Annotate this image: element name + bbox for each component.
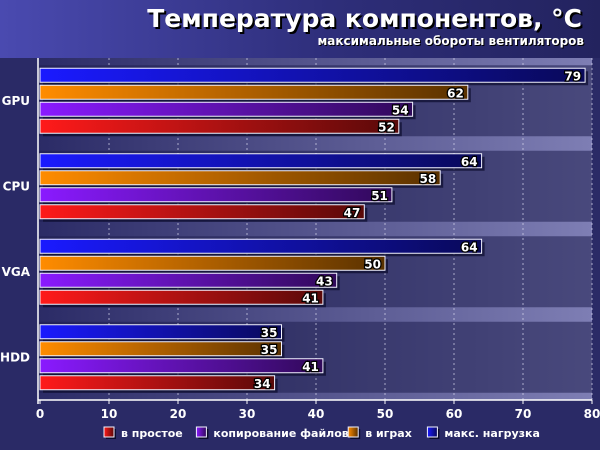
y-tick-label: CPU: [3, 179, 30, 193]
bar-value-label: 79: [564, 69, 581, 83]
bar: [39, 289, 324, 305]
legend-label: в играх: [365, 427, 412, 440]
bar: [39, 358, 324, 374]
bar-value-label: 64: [461, 155, 478, 169]
bar-value-label: 43: [316, 274, 333, 288]
bar-value-label: 52: [378, 120, 395, 134]
bar: [39, 170, 441, 186]
legend-swatch: [426, 426, 438, 438]
y-tick-label: VGA: [2, 265, 31, 279]
bar-value-label: 41: [302, 291, 319, 305]
x-tick-label: 70: [515, 407, 532, 421]
bar-value-label: 64: [461, 240, 478, 254]
x-tick-label: 60: [446, 407, 463, 421]
bar: [39, 238, 483, 254]
legend-swatch: [347, 426, 359, 438]
bar: [39, 84, 469, 100]
bar: [39, 255, 386, 271]
bar-value-label: 47: [344, 206, 361, 220]
bar: [39, 204, 365, 220]
y-tick-label: HDD: [0, 350, 30, 364]
bar: [39, 341, 282, 357]
bar-value-label: 50: [364, 257, 381, 271]
x-tick-label: 0: [36, 407, 44, 421]
x-tick-label: 40: [308, 407, 325, 421]
bar-value-label: 35: [261, 343, 278, 357]
legend-label: в простое: [121, 427, 183, 440]
bar: [39, 272, 338, 288]
bar-value-label: 51: [371, 189, 388, 203]
x-tick-label: 80: [584, 407, 600, 421]
bar: [39, 153, 483, 169]
x-tick-label: 10: [101, 407, 118, 421]
bar: [39, 324, 282, 340]
legend-label: копирование файлов: [213, 427, 348, 440]
chart-subtitle: максимальные обороты вентиляторов: [317, 34, 584, 48]
bar-value-label: 34: [254, 377, 271, 391]
bar: [39, 67, 586, 83]
legend-swatch: [103, 426, 115, 438]
x-tick-label: 50: [377, 407, 394, 421]
x-tick-label: 20: [170, 407, 187, 421]
bar: [39, 187, 393, 203]
bar-value-label: 54: [392, 103, 409, 117]
bar-value-label: 41: [302, 360, 319, 374]
legend-label: макс. нагрузка: [444, 427, 540, 440]
chart-title: Температура компонентов, °С: [147, 4, 582, 33]
chart-header: Температура компонентов, °С максимальные…: [0, 0, 600, 58]
bar-value-label: 58: [419, 172, 436, 186]
bar: [39, 118, 400, 134]
y-tick-label: GPU: [2, 94, 30, 108]
bar-value-label: 62: [447, 86, 464, 100]
bar: [39, 101, 414, 117]
legend-swatch: [195, 426, 207, 438]
bar-value-label: 35: [261, 326, 278, 340]
bar: [39, 375, 276, 391]
x-tick-label: 30: [239, 407, 256, 421]
